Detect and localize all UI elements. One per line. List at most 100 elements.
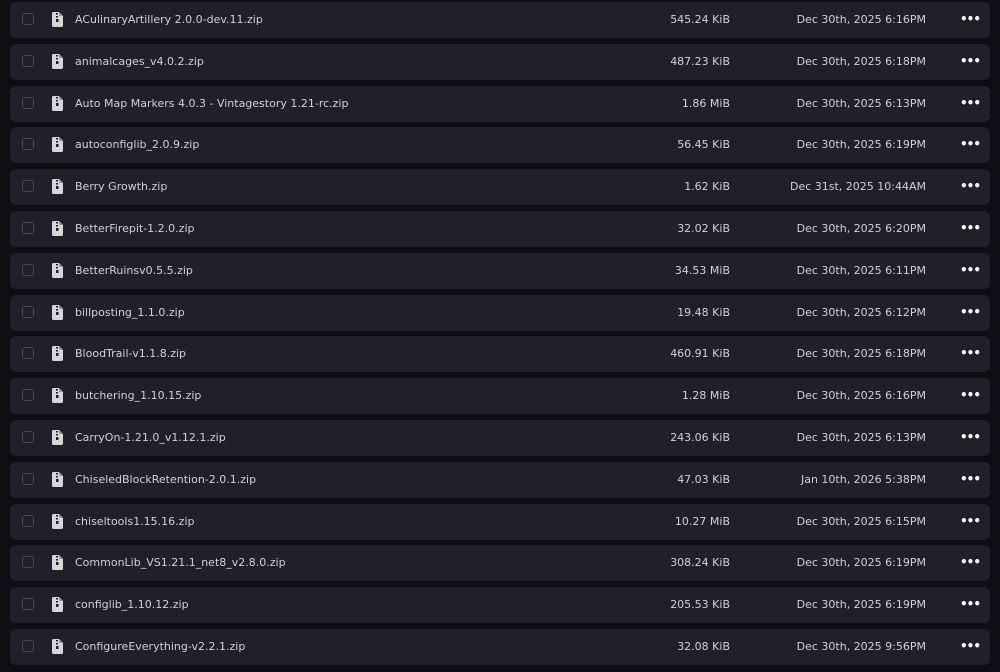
file-date: Dec 30th, 2025 6:19PM <box>796 138 926 152</box>
file-row[interactable]: Berry Growth.zip 1.62 KiB Dec 31st, 2025… <box>10 169 990 206</box>
row-checkbox[interactable] <box>22 138 34 151</box>
more-options-icon[interactable]: ••• <box>960 137 981 152</box>
file-zip-icon <box>52 137 63 153</box>
file-row[interactable]: animalcages_v4.0.2.zip 487.23 KiB Dec 30… <box>10 43 990 80</box>
row-checkbox[interactable] <box>22 221 34 234</box>
more-options-icon[interactable]: ••• <box>960 638 981 653</box>
file-list: ACulinaryArtillery 2.0.0-dev.11.zip 545.… <box>10 2 990 671</box>
file-size: 205.53 KiB <box>670 598 730 612</box>
row-checkbox[interactable] <box>22 180 34 193</box>
file-date: Dec 30th, 2025 6:15PM <box>796 514 926 528</box>
more-options-icon[interactable]: ••• <box>960 388 981 403</box>
file-row[interactable]: BetterRuinsv0.5.5.zip 34.53 MiB Dec 30th… <box>10 252 990 289</box>
file-date: Dec 30th, 2025 6:18PM <box>796 347 926 361</box>
row-checkbox[interactable] <box>22 514 34 527</box>
file-row[interactable]: ACulinaryArtillery 2.0.0-dev.11.zip 545.… <box>10 2 990 38</box>
file-zip-icon <box>52 304 63 320</box>
file-name[interactable]: ChiseledBlockRetention-2.0.1.zip <box>75 472 257 486</box>
more-options-icon[interactable]: ••• <box>960 262 981 277</box>
file-size: 19.48 KiB <box>677 305 730 319</box>
file-name[interactable]: BloodTrail-v1.1.8.zip <box>75 347 187 361</box>
file-row[interactable]: autoconfiglib_2.0.9.zip 56.45 KiB Dec 30… <box>10 127 990 164</box>
file-row[interactable]: billposting_1.1.0.zip 19.48 KiB Dec 30th… <box>10 294 990 331</box>
row-checkbox[interactable] <box>22 54 34 67</box>
file-name[interactable]: butchering_1.10.15.zip <box>75 389 202 403</box>
file-zip-icon <box>52 388 63 404</box>
file-size: 308.24 KiB <box>670 556 730 570</box>
row-checkbox[interactable] <box>22 389 34 402</box>
file-name[interactable]: configlib_1.10.12.zip <box>75 598 189 612</box>
file-name[interactable]: autoconfiglib_2.0.9.zip <box>75 138 200 152</box>
more-options-icon[interactable]: ••• <box>960 471 981 486</box>
file-row[interactable]: butchering_1.10.15.zip 1.28 MiB Dec 30th… <box>10 378 990 415</box>
row-checkbox[interactable] <box>22 598 34 611</box>
file-name[interactable]: chiseltools1.15.16.zip <box>75 514 195 528</box>
file-date: Dec 30th, 2025 6:13PM <box>796 96 926 110</box>
file-date: Dec 30th, 2025 6:19PM <box>796 598 926 612</box>
more-options-icon[interactable]: ••• <box>960 555 981 570</box>
file-row[interactable]: ChiseledBlockRetention-2.0.1.zip 47.03 K… <box>10 461 990 498</box>
file-name[interactable]: BetterRuinsv0.5.5.zip <box>75 263 193 277</box>
file-size: 243.06 KiB <box>670 430 730 444</box>
file-zip-icon <box>52 471 63 487</box>
file-name[interactable]: ACulinaryArtillery 2.0.0-dev.11.zip <box>75 13 263 26</box>
file-row[interactable]: Auto Map Markers 4.0.3 - Vintagestory 1.… <box>10 85 990 122</box>
file-name[interactable]: CarryOn-1.21.0_v1.12.1.zip <box>75 430 226 444</box>
file-name[interactable]: Auto Map Markers 4.0.3 - Vintagestory 1.… <box>75 96 349 110</box>
row-checkbox[interactable] <box>22 305 34 318</box>
file-row[interactable]: CommonLib_VS1.21.1_net8_v2.8.0.zip 308.2… <box>10 545 990 582</box>
more-options-icon[interactable]: ••• <box>960 346 981 361</box>
file-date: Dec 30th, 2025 6:13PM <box>796 430 926 444</box>
file-size: 32.08 KiB <box>677 639 730 653</box>
file-date: Dec 30th, 2025 6:20PM <box>796 221 926 235</box>
file-size: 10.27 MiB <box>674 514 730 528</box>
file-date: Dec 31st, 2025 10:44AM <box>789 180 926 194</box>
file-size: 460.91 KiB <box>670 347 730 361</box>
file-size: 1.62 KiB <box>684 180 730 194</box>
file-name[interactable]: CommonLib_VS1.21.1_net8_v2.8.0.zip <box>75 556 286 570</box>
file-zip-icon <box>52 597 63 613</box>
more-options-icon[interactable]: ••• <box>960 429 981 444</box>
row-checkbox[interactable] <box>22 96 34 109</box>
row-checkbox[interactable] <box>22 263 34 276</box>
file-date: Dec 30th, 2025 6:18PM <box>796 54 926 68</box>
row-checkbox[interactable] <box>22 347 34 360</box>
file-row[interactable]: configlib_1.10.12.zip 205.53 KiB Dec 30t… <box>10 587 990 624</box>
file-row[interactable]: BloodTrail-v1.1.8.zip 460.91 KiB Dec 30t… <box>10 336 990 373</box>
file-name[interactable]: animalcages_v4.0.2.zip <box>75 54 204 68</box>
file-zip-icon <box>52 95 63 111</box>
more-options-icon[interactable]: ••• <box>960 179 981 194</box>
file-row[interactable]: CarryOn-1.21.0_v1.12.1.zip 243.06 KiB De… <box>10 419 990 456</box>
row-checkbox[interactable] <box>22 13 34 25</box>
file-size: 1.86 MiB <box>681 96 730 110</box>
file-zip-icon <box>52 638 63 654</box>
file-name[interactable]: billposting_1.1.0.zip <box>75 305 185 319</box>
more-options-icon[interactable]: ••• <box>960 95 981 110</box>
file-date: Dec 30th, 2025 6:16PM <box>796 389 926 403</box>
more-options-icon[interactable]: ••• <box>960 53 981 68</box>
row-checkbox[interactable] <box>22 556 34 569</box>
file-date: Jan 10th, 2026 5:38PM <box>800 472 926 486</box>
file-name[interactable]: BetterFirepit-1.2.0.zip <box>75 221 195 235</box>
row-checkbox[interactable] <box>22 472 34 485</box>
file-name[interactable]: ConfigureEverything-v2.2.1.zip <box>75 639 246 653</box>
file-zip-icon <box>52 179 63 195</box>
row-checkbox[interactable] <box>22 430 34 443</box>
file-zip-icon <box>52 220 63 236</box>
row-checkbox[interactable] <box>22 639 34 652</box>
file-date: Dec 30th, 2025 6:11PM <box>796 263 926 277</box>
file-zip-icon <box>52 346 63 362</box>
file-row[interactable]: BetterFirepit-1.2.0.zip 32.02 KiB Dec 30… <box>10 210 990 247</box>
file-name[interactable]: Berry Growth.zip <box>75 180 168 194</box>
file-row[interactable]: ConfigureEverything-v2.2.1.zip 32.08 KiB… <box>10 628 990 665</box>
more-options-icon[interactable]: ••• <box>960 220 981 235</box>
more-options-icon[interactable]: ••• <box>960 513 981 528</box>
file-size: 56.45 KiB <box>677 138 730 152</box>
file-row[interactable]: chiseltools1.15.16.zip 10.27 MiB Dec 30t… <box>10 503 990 540</box>
more-options-icon[interactable]: ••• <box>960 12 981 26</box>
file-size: 47.03 KiB <box>677 472 730 486</box>
more-options-icon[interactable]: ••• <box>960 304 981 319</box>
file-zip-icon <box>52 555 63 571</box>
more-options-icon[interactable]: ••• <box>960 597 981 612</box>
file-zip-icon <box>52 513 63 529</box>
